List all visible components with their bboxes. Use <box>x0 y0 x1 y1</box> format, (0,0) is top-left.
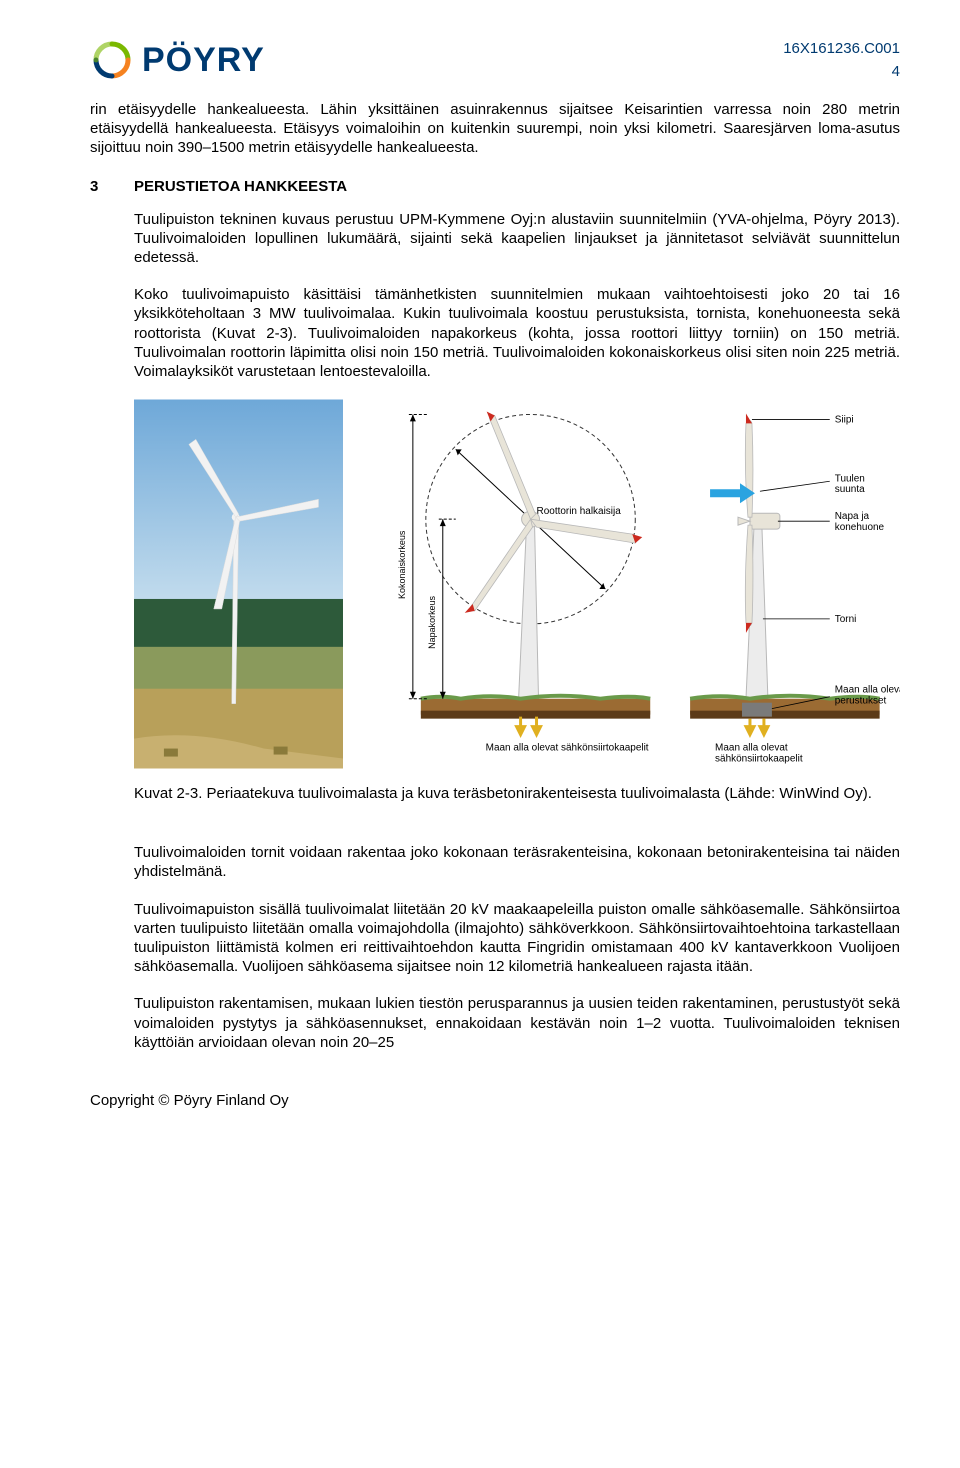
label-roottorin-halkaisija: Roottorin halkaisija <box>537 506 622 517</box>
intro-paragraph: rin etäisyydelle hankealueesta. Lähin yk… <box>90 100 900 158</box>
label-kokonaiskorkeus: Kokonaiskorkeus <box>397 530 407 599</box>
figure-row: Roottorin halkaisija <box>134 399 900 769</box>
copyright-notice: Copyright © Pöyry Finland Oy <box>90 1092 900 1109</box>
label-napa-konehuone: Napa ja konehuone <box>835 511 885 533</box>
document-code: 16X161236.C001 <box>783 40 900 57</box>
label-napakorkeus: Napakorkeus <box>427 596 437 649</box>
figure-caption: Kuvat 2-3. Periaatekuva tuulivoimalasta … <box>134 784 900 803</box>
lower-p1: Tuulivoimaloiden tornit voidaan rakentaa… <box>134 843 900 881</box>
page-header: PÖYRY 16X161236.C001 4 <box>90 40 900 80</box>
label-cables-left: Maan alla olevat sähkönsiirtokaapelit <box>486 743 649 754</box>
label-tuulen-suunta: Tuulen suunta <box>835 473 868 495</box>
document-code-block: 16X161236.C001 4 <box>783 40 900 80</box>
lower-p2: Tuulivoimapuiston sisällä tuulivoimalat … <box>134 900 900 977</box>
company-logo: PÖYRY <box>90 40 265 80</box>
section-p1: Tuulipuiston tekninen kuvaus perustuu UP… <box>134 210 900 268</box>
label-torni: Torni <box>835 614 857 625</box>
section-heading-row: 3 PERUSTIETOA HANKKEESTA <box>90 178 900 195</box>
page-number: 4 <box>783 63 900 80</box>
label-perustukset: Maan alla olevat perustukset <box>835 685 900 707</box>
logo-swirl-icon <box>90 40 134 80</box>
company-name: PÖYRY <box>142 41 265 80</box>
section-p2: Koko tuulivoimapuisto käsittäisi tämänhe… <box>134 285 900 381</box>
section-number: 3 <box>90 178 106 195</box>
turbine-photo <box>134 399 343 769</box>
turbine-diagram: Roottorin halkaisija <box>361 399 900 769</box>
section-heading: PERUSTIETOA HANKKEESTA <box>134 178 347 195</box>
lower-p3: Tuulipuiston rakentamisen, mukaan lukien… <box>134 994 900 1052</box>
label-siipi: Siipi <box>835 414 854 425</box>
label-cables-right: Maan alla olevat sähkönsiirtokaapelit <box>715 743 803 765</box>
